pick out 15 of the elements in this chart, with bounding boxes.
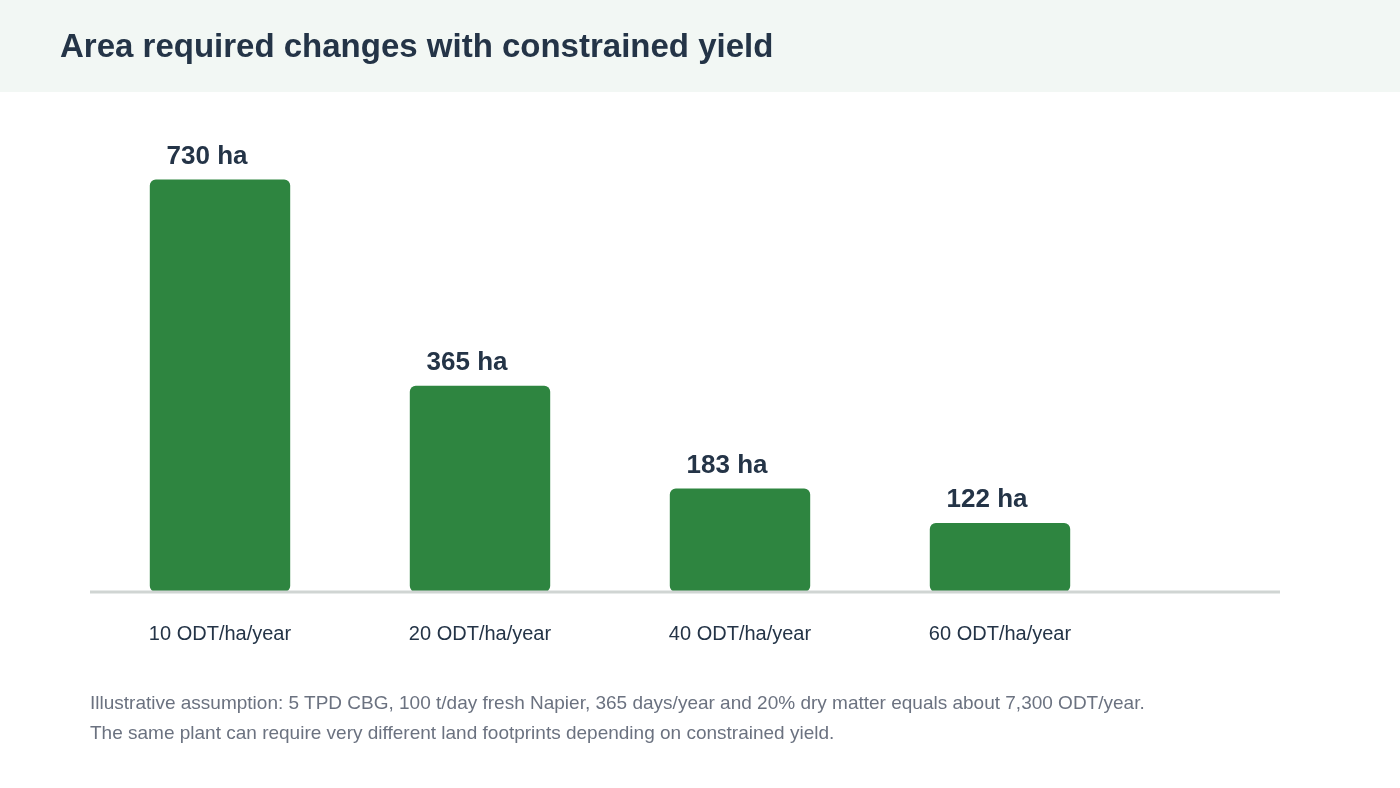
data-label: 183 ha: [686, 448, 769, 479]
text: Illustrative assumption: 5 TPD CBG, 100 t/day fresh Napier, 365 days/year and 20% dry matter equals about 7,300 ODT/year.: [90, 691, 1145, 715]
bar: [669, 488, 811, 592]
bar: [149, 179, 291, 592]
data-label: 730 ha: [166, 139, 249, 170]
x-tick-label: 10 ODT/ha/year: [148, 621, 292, 644]
bar: [929, 523, 1071, 592]
bar: [409, 385, 551, 592]
x-tick-label: 20 ODT/ha/year: [408, 621, 552, 644]
data-label: 365 ha: [426, 345, 509, 376]
x-tick-label: 40 ODT/ha/year: [668, 621, 812, 644]
x-tick-label: 60 ODT/ha/year: [928, 621, 1072, 644]
text: The same plant can require very different land footprints depending on constrained yield.: [90, 721, 836, 745]
chart-title: Area required changes with constrained yield: [60, 27, 774, 65]
data-label: 122 ha: [946, 483, 1029, 514]
